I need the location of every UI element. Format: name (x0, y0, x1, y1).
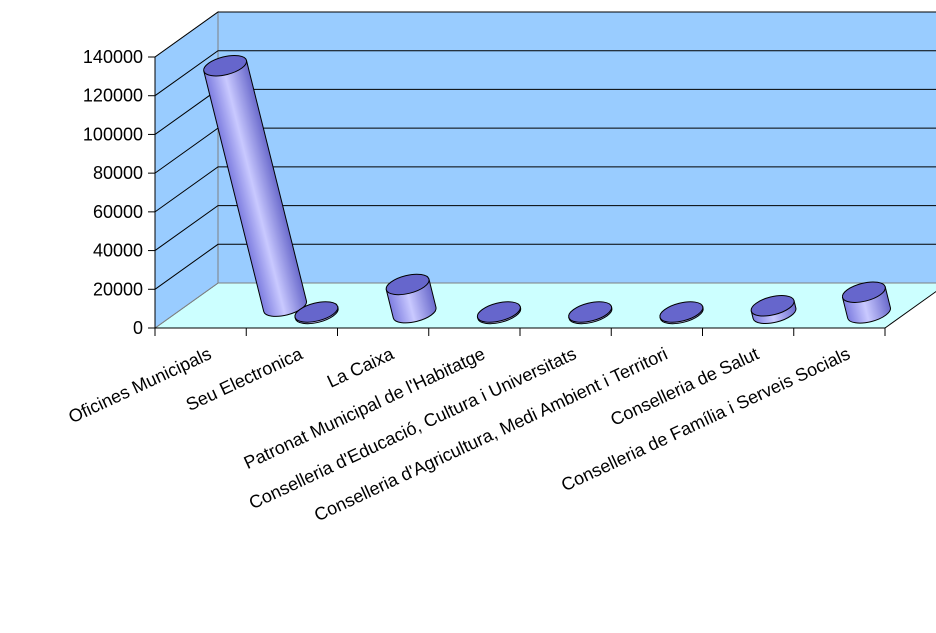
bar-body (203, 59, 307, 317)
gridline (154, 166, 936, 213)
bar (750, 295, 797, 324)
bar-top (568, 301, 613, 323)
y-tick-label: 140000 (83, 47, 143, 67)
bar (203, 55, 307, 317)
bar-top (841, 281, 886, 303)
bar (568, 301, 613, 325)
bar (476, 301, 522, 325)
bar (294, 301, 339, 325)
chart-walls (153, 11, 936, 329)
bar-top (294, 301, 339, 323)
x-category-label: Conselleria de Salut (607, 343, 761, 429)
y-tick-label: 80000 (93, 163, 143, 183)
y-tick-label: 120000 (83, 86, 143, 106)
chart-side-wall (154, 11, 219, 329)
gridlines (154, 11, 936, 290)
bar (385, 273, 437, 324)
axes: 0 20000 40000 60000 80000 100000 120000 140000 (83, 47, 886, 338)
bar-top (203, 55, 248, 77)
y-tick-label: 60000 (93, 202, 143, 222)
bars (203, 55, 891, 325)
y-tick-label: 100000 (83, 124, 143, 144)
bar-top (476, 301, 521, 323)
y-tick-label: 0 (133, 318, 143, 338)
bar-top (385, 273, 430, 296)
bar-top (750, 295, 795, 317)
bar (841, 281, 891, 324)
bar-top (659, 301, 704, 323)
y-tick-label: 40000 (93, 241, 143, 261)
chart-back-wall (217, 11, 936, 284)
x-category-label: Oficines Municipals (65, 343, 214, 427)
y-tick-label: 20000 (93, 279, 143, 299)
gridline (154, 11, 936, 58)
gridline (154, 243, 936, 290)
gridline (154, 205, 936, 251)
bar (659, 301, 704, 325)
x-category-label: La Caixa (324, 343, 398, 392)
gridline (154, 50, 936, 97)
